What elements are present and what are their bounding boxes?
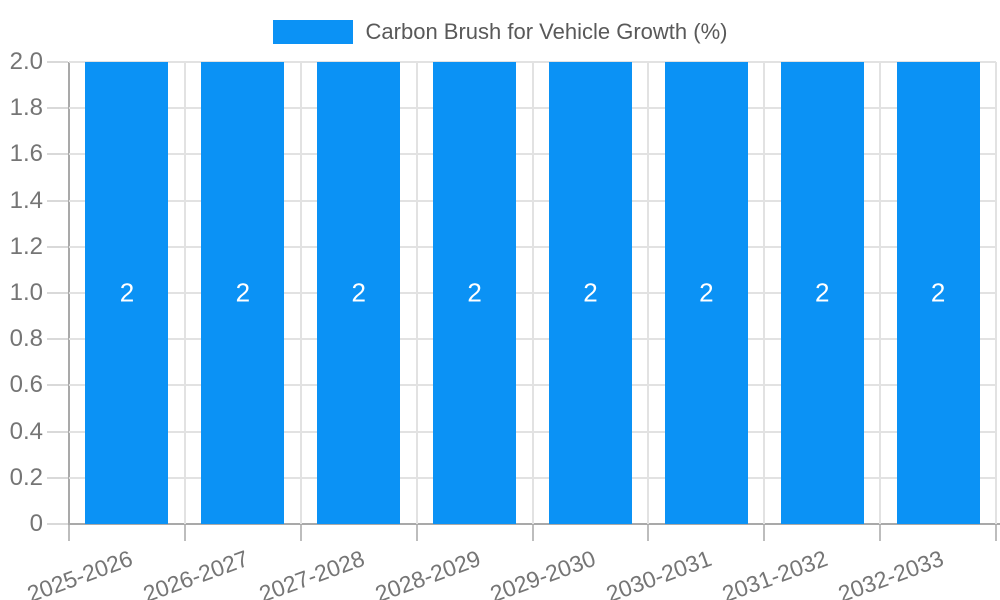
x-axis-tick: [879, 525, 882, 541]
y-axis-tick: [47, 476, 68, 479]
bar-value-label: 2: [235, 277, 251, 308]
x-axis-label: 2030-2031: [602, 545, 716, 600]
y-axis-label: 0.8: [9, 325, 43, 353]
v-gridline: [763, 62, 766, 524]
x-axis-tick: [183, 525, 186, 541]
bar-2025-2026[interactable]: 2: [85, 62, 169, 524]
y-axis-label: 0.4: [9, 417, 43, 445]
y-axis-tick: [47, 430, 68, 433]
v-gridline: [879, 62, 882, 524]
x-axis-tick: [763, 525, 766, 541]
legend-label: Carbon Brush for Vehicle Growth (%): [365, 19, 728, 44]
x-axis-tick: [995, 525, 997, 541]
y-axis-tick: [47, 292, 68, 294]
y-axis-tick: [47, 153, 68, 156]
y-axis-tick: [47, 338, 68, 341]
v-gridline: [415, 62, 418, 524]
x-axis-label: 2027-2028: [255, 545, 368, 600]
y-axis-label: 0.6: [9, 371, 43, 399]
y-axis-label: 0.2: [9, 463, 43, 491]
y-axis-tick: [47, 245, 68, 248]
x-axis-tick: [647, 525, 650, 541]
bar-2032-2033[interactable]: 2: [896, 62, 980, 524]
bar-2026-2027[interactable]: 2: [201, 62, 285, 524]
v-gridline: [299, 62, 302, 524]
x-axis-label: 2032-2033: [834, 545, 947, 600]
bar-2030-2031[interactable]: 2: [664, 62, 748, 524]
v-gridline: [647, 62, 650, 524]
chart-legend[interactable]: Carbon Brush for Vehicle Growth (%): [0, 16, 1000, 48]
y-axis-label: 1.2: [9, 232, 43, 260]
v-gridline: [995, 62, 997, 524]
x-axis-tick: [299, 525, 302, 541]
y-axis-label: 1.6: [9, 140, 43, 168]
bar-2028-2029[interactable]: 2: [433, 62, 517, 524]
x-axis-label: 2028-2029: [371, 545, 484, 600]
y-axis-label: 2.0: [9, 48, 43, 75]
bar-value-label: 2: [699, 277, 714, 308]
y-axis-tick: [47, 384, 68, 387]
y-axis-label: 0: [29, 510, 43, 537]
bar-2029-2030[interactable]: 2: [548, 62, 632, 524]
plot-area: 2 2 2 2 2 2 2 2: [69, 61, 997, 524]
bar-value-label: 2: [467, 277, 482, 308]
y-axis-label: 1.4: [9, 186, 43, 214]
x-axis-tick: [415, 525, 418, 541]
y-axis-tick: [47, 523, 68, 525]
bar-value-label: 2: [119, 277, 135, 308]
bar-value-label: 2: [930, 277, 946, 308]
x-axis-label: 2029-2030: [487, 545, 600, 600]
y-axis-tick: [47, 199, 68, 202]
legend-swatch[interactable]: [272, 20, 353, 44]
bar-value-label: 2: [814, 277, 830, 308]
v-gridline: [531, 62, 534, 524]
y-axis-line: [68, 62, 70, 540]
y-axis-label: 1.8: [9, 94, 43, 122]
x-axis-line: [47, 523, 1000, 525]
x-axis-tick: [68, 525, 70, 541]
bar-value-label: 2: [351, 277, 366, 308]
x-axis-tick: [531, 525, 534, 541]
y-axis-tick: [47, 107, 68, 110]
bar-2031-2032[interactable]: 2: [780, 62, 864, 524]
y-axis-label: 1.0: [9, 279, 43, 306]
v-gridline: [183, 62, 186, 524]
x-axis-label: 2025-2026: [23, 545, 136, 600]
x-axis-label: 2031-2032: [718, 545, 832, 600]
y-axis-tick: [47, 61, 68, 63]
bar-2027-2028[interactable]: 2: [317, 62, 401, 524]
bar-value-label: 2: [583, 277, 598, 308]
x-axis-label: 2026-2027: [139, 545, 252, 600]
